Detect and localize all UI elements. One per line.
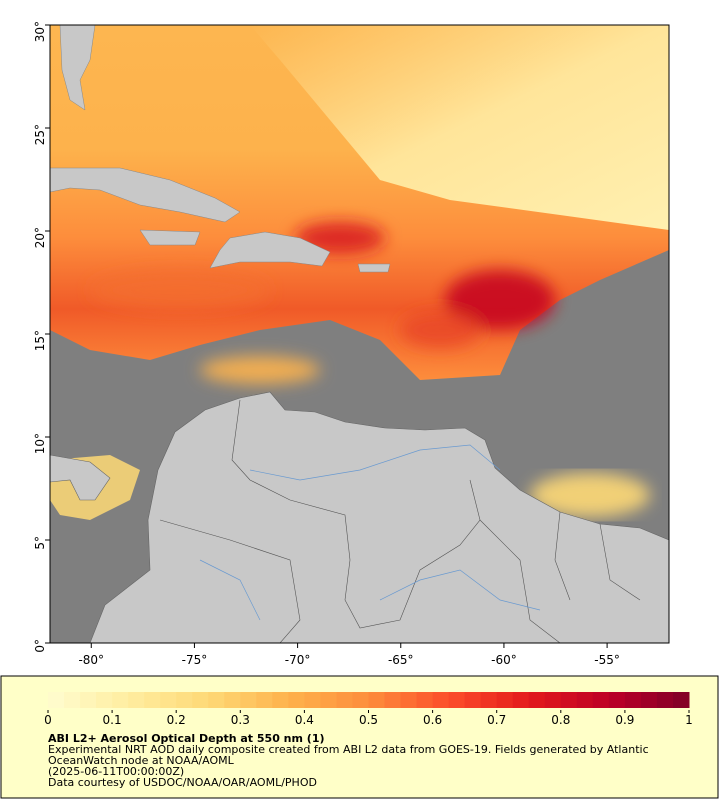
land-puerto-rico bbox=[357, 263, 391, 273]
colorbar-swatch bbox=[112, 692, 129, 708]
colorbar-tick-label: 1 bbox=[685, 713, 693, 727]
colorbar-swatch bbox=[128, 692, 145, 708]
colorbar-swatch bbox=[352, 692, 369, 708]
colorbar-swatch bbox=[240, 692, 257, 708]
y-tick-label: 5° bbox=[33, 536, 47, 550]
x-tick-label: -75° bbox=[182, 653, 208, 667]
land-hispaniola bbox=[209, 231, 331, 269]
timestamp: (2025-06-11T00:00:00Z) bbox=[48, 765, 184, 778]
borders bbox=[159, 399, 641, 643]
colorbar-swatch bbox=[96, 692, 113, 708]
colorbar-title: ABI L2+ Aerosol Optical Depth at 550 nm … bbox=[48, 732, 325, 745]
rivers bbox=[199, 444, 541, 621]
colorbar-swatch bbox=[176, 692, 193, 708]
colorbar-swatch bbox=[272, 692, 289, 708]
colorbar-swatch bbox=[576, 692, 594, 708]
colorbar-swatch bbox=[368, 692, 386, 708]
map-area bbox=[50, 25, 669, 643]
colorbar-swatch bbox=[592, 692, 610, 708]
aerosol-light bbox=[250, 25, 669, 230]
colorbar: 0 0.1 0.2 0.3 0.4 0.5 0.6 0.7 0.8 0.9 1 bbox=[44, 692, 693, 727]
colorbar-swatch bbox=[192, 692, 209, 708]
colorbar-swatch bbox=[544, 692, 562, 708]
colorbar-swatch bbox=[160, 692, 177, 708]
colorbar-tick-label: 0.7 bbox=[487, 713, 506, 727]
y-tick-label: 15° bbox=[33, 330, 47, 351]
colorbar-swatch bbox=[144, 692, 161, 708]
colorbar-swatch bbox=[480, 692, 498, 708]
description: Experimental NRT AOD daily composite cre… bbox=[48, 743, 649, 756]
colorbar-swatch bbox=[400, 692, 418, 708]
y-tick-label: 30° bbox=[33, 21, 47, 42]
colorbar-swatch bbox=[448, 692, 466, 708]
aerosol-peaks bbox=[90, 222, 555, 384]
y-tick-label: 25° bbox=[33, 124, 47, 145]
colorbar-swatch bbox=[48, 692, 65, 708]
colorbar-swatch bbox=[336, 692, 353, 708]
land-south-america bbox=[89, 391, 669, 643]
colorbar-tick-label: 0 bbox=[44, 713, 52, 727]
colorbar-swatch bbox=[384, 692, 402, 708]
colorbar-tick-label: 0.5 bbox=[359, 713, 378, 727]
aerosol-patch bbox=[530, 473, 650, 517]
colorbar-tick-label: 0.8 bbox=[551, 713, 570, 727]
description: OceanWatch node at NOAA/AOML bbox=[48, 754, 235, 767]
colorbar-swatch bbox=[512, 692, 530, 708]
land-jamaica bbox=[139, 229, 201, 246]
credit: Data courtesy of USDOC/NOAA/OAR/AOML/PHO… bbox=[48, 776, 317, 789]
axes: -80° -75° -70° -65° -60° -55° 0° 5° 10° 15° 20° 25°… bbox=[33, 21, 620, 667]
colorbar-swatch bbox=[608, 692, 626, 708]
land-cuba bbox=[50, 167, 241, 223]
colorbar-tick-label: 0.2 bbox=[167, 713, 186, 727]
x-tick-label: -70° bbox=[285, 653, 311, 667]
y-tick-label: 0° bbox=[33, 639, 47, 653]
colorbar-swatch bbox=[528, 692, 546, 708]
colorbar-tick-label: 0.3 bbox=[231, 713, 250, 727]
colorbar-tick-label: 0.6 bbox=[423, 713, 442, 727]
colorbar-swatch bbox=[560, 692, 578, 708]
colorbar-swatch bbox=[416, 692, 434, 708]
colorbar-swatch bbox=[672, 692, 690, 708]
colorbar-swatch bbox=[624, 692, 642, 708]
y-tick-label: 10° bbox=[33, 433, 47, 454]
land-florida bbox=[59, 25, 96, 111]
colorbar-swatch bbox=[432, 692, 450, 708]
colorbar-swatch bbox=[256, 692, 273, 708]
colorbar-swatch bbox=[208, 692, 225, 708]
x-tick-label: -55° bbox=[594, 653, 620, 667]
colorbar-swatch bbox=[224, 692, 241, 708]
colorbar-swatch bbox=[640, 692, 658, 708]
colorbar-tick-label: 0.4 bbox=[295, 713, 314, 727]
x-tick-label: -80° bbox=[78, 653, 104, 667]
colorbar-tick-label: 0.1 bbox=[103, 713, 122, 727]
colorbar-swatch bbox=[656, 692, 674, 708]
x-tick-label: -65° bbox=[388, 653, 414, 667]
colorbar-swatch bbox=[80, 692, 97, 708]
y-tick-label: 20° bbox=[33, 227, 47, 248]
colorbar-swatch bbox=[464, 692, 482, 708]
land-panama bbox=[50, 454, 111, 501]
colorbar-swatch bbox=[304, 692, 321, 708]
colorbar-swatch bbox=[288, 692, 305, 708]
colorbar-tick-label: 0.9 bbox=[615, 713, 634, 727]
x-tick-label: -60° bbox=[491, 653, 517, 667]
colorbar-swatch bbox=[496, 692, 514, 708]
colorbar-swatch bbox=[320, 692, 337, 708]
colorbar-swatch bbox=[64, 692, 81, 708]
